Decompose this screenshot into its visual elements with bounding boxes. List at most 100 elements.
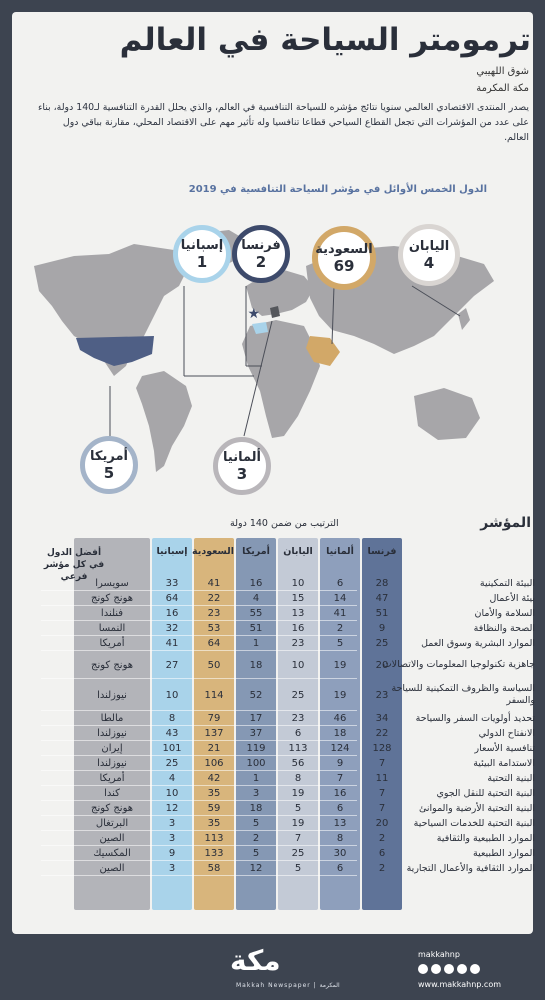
social-handle: makkahnp — [418, 950, 460, 959]
bubble-spain-value: 1 — [196, 252, 208, 271]
rank-cell-spain: 25 — [165, 758, 179, 769]
rank-cell-usa: 5 — [252, 848, 260, 859]
rank-cell-saudi: 21 — [207, 743, 221, 754]
rank-cell-japan: 7 — [294, 833, 302, 844]
rank-cell-spain: 9 — [168, 848, 176, 859]
row-divider — [41, 725, 357, 726]
rank-cell-france: 11 — [375, 773, 389, 784]
table-row: الانفتاح الدولي 22 18 6 37 137 43 نيوزلندا — [41, 726, 535, 741]
africa-shape — [242, 320, 320, 438]
footer-bar — [0, 934, 545, 1000]
bubble-japan-name: اليابان — [408, 238, 450, 254]
rank-cell-saudi: 35 — [207, 788, 221, 799]
usa-shape — [76, 336, 154, 366]
rank-cell-spain: 41 — [165, 638, 179, 649]
table-row: السلامة والأمان 51 41 13 55 23 16 فنلندا — [41, 606, 535, 621]
rank-cell-usa: 4 — [252, 593, 260, 604]
rank-cell-spain: 3 — [168, 833, 176, 844]
rank-cell-japan: 23 — [291, 638, 305, 649]
best-country-cell: فنلندا — [100, 608, 124, 619]
row-divider — [41, 785, 357, 786]
rank-cell-germany: 14 — [333, 593, 347, 604]
rank-cell-saudi: 64 — [207, 638, 221, 649]
rank-cell-france: 22 — [375, 728, 389, 739]
rank-cell-france: 28 — [375, 578, 389, 589]
indicator-name: البنية التحتية الأرضية والموانئ — [418, 802, 535, 814]
table-row: بيئة الأعمال 47 14 15 4 22 64 هونج كونج — [41, 591, 535, 606]
column-bg-saudi — [194, 538, 234, 910]
indicator-name: تحديد أولويات السفر والسياحة — [415, 712, 535, 724]
best-country-cell: كندا — [104, 788, 120, 799]
table-row: تنافسية الأسعار 128 124 113 119 21 101 إيران — [41, 741, 535, 756]
rank-cell-saudi: 22 — [207, 593, 221, 604]
rank-cell-spain: 3 — [168, 818, 176, 829]
rank-cell-france: 2 — [378, 863, 386, 874]
indicator-name: الاستدامة البيئية — [473, 757, 535, 769]
best-country-cell: نيوزلندا — [97, 689, 127, 701]
rank-cell-saudi: 106 — [204, 758, 224, 769]
rank-cell-germany: 18 — [333, 728, 347, 739]
rank-cell-germany: 46 — [333, 713, 347, 724]
rank-cell-japan: 19 — [291, 788, 305, 799]
column-bg-spain — [152, 538, 192, 910]
snapchat-icon[interactable] — [444, 964, 454, 974]
connector-japan — [411, 285, 461, 317]
rank-cell-germany: 41 — [333, 608, 347, 619]
rank-cell-japan: 113 — [288, 743, 308, 754]
table-row: جاهزية تكنولوجيا المعلومات والاتصالات 20 1… — [41, 651, 535, 679]
rank-cell-france: 128 — [372, 743, 392, 754]
rank-cell-usa: 18 — [249, 803, 263, 814]
row-divider — [41, 755, 357, 756]
rank-cell-france: 23 — [375, 689, 389, 701]
bubble-saudi-value: 69 — [333, 256, 355, 275]
indicator-name: السلامة والأمان — [474, 607, 535, 619]
bubble-usa-name: أمريكا — [90, 448, 128, 464]
indicator-table: البيئة التمكينية 28 6 10 16 41 33 سويسرا بيئة ال… — [41, 576, 535, 876]
instagram-icon[interactable] — [431, 964, 441, 974]
rank-cell-france: 6 — [378, 848, 386, 859]
rank-cell-saudi: 41 — [207, 578, 221, 589]
rank-note: الترتيب من ضمن 140 دولة — [230, 518, 339, 529]
table-row: الموارد الطبيعية والثقافية 2 8 7 2 113 3 الصين — [41, 831, 535, 846]
column-header-saudi: السعودية — [191, 546, 234, 557]
rank-cell-saudi: 50 — [207, 659, 221, 671]
rank-cell-japan: 56 — [291, 758, 305, 769]
bubble-spain-name: إسبانيا — [180, 237, 224, 253]
best-country-cell: هونج كونج — [90, 659, 134, 671]
rank-cell-japan: 15 — [291, 593, 305, 604]
bubble-saudi-name: السعودية — [315, 241, 373, 257]
page-title: ترمومتر السياحة في العالم — [119, 22, 532, 58]
indicator-name: البنية التحتية للنقل الجوي — [436, 787, 535, 799]
best-country-cell: مالطا — [100, 713, 124, 724]
youtube-icon[interactable] — [457, 964, 467, 974]
rank-cell-germany: 8 — [336, 833, 344, 844]
rank-cell-usa: 5 — [252, 818, 260, 829]
row-divider — [41, 678, 357, 679]
row-divider — [41, 650, 357, 651]
rank-cell-germany: 6 — [336, 803, 344, 814]
best-countries-header: أفضل الدول في كل مؤشر فرعي — [43, 548, 105, 582]
bubble-saudi: السعودية 69 — [312, 226, 376, 290]
indicator-name: الموارد الطبيعية والثقافية — [436, 832, 535, 844]
website-link[interactable]: www.makkahnp.com — [418, 980, 502, 989]
logo-subtitle: Makkah Newspaper | المكرمة — [236, 982, 340, 989]
best-country-cell: هونج كونج — [90, 803, 134, 814]
rank-cell-france: 2 — [378, 833, 386, 844]
social-icons — [418, 964, 480, 974]
rank-cell-germany: 30 — [333, 848, 347, 859]
indicator-name: البنية التحتية — [487, 772, 535, 784]
best-country-cell: نيوزلندا — [97, 758, 127, 769]
bubble-germany-name: ألمانيا — [223, 449, 262, 465]
table-row: الاستدامة البيئية 7 9 56 100 106 25 نيوزلندا — [41, 756, 535, 771]
rank-cell-germany: 2 — [336, 623, 344, 634]
bubble-germany: ألمانيا 3 — [213, 437, 271, 495]
best-country-cell: البرتغال — [95, 818, 129, 829]
row-divider — [41, 590, 357, 591]
rank-cell-usa: 16 — [249, 578, 263, 589]
rank-cell-france: 7 — [378, 788, 386, 799]
facebook-icon[interactable] — [470, 964, 480, 974]
twitter-icon[interactable] — [418, 964, 428, 974]
row-divider — [41, 845, 357, 846]
rank-cell-saudi: 58 — [207, 863, 221, 874]
rank-cell-saudi: 35 — [207, 818, 221, 829]
